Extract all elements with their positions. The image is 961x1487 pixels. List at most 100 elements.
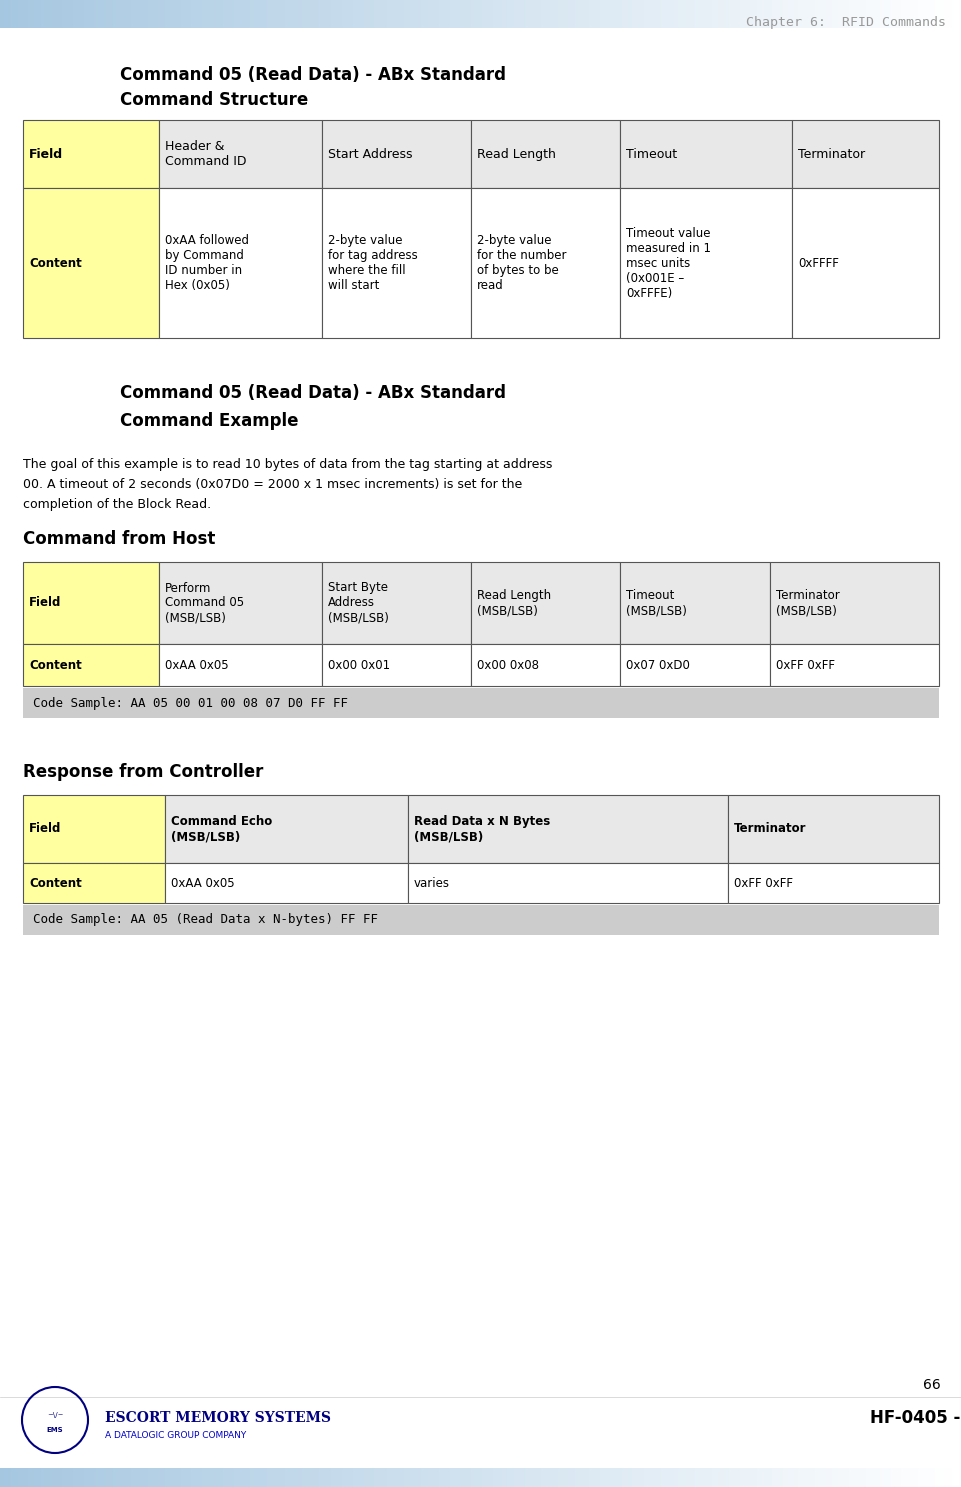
- Bar: [774, 0, 775, 28]
- Bar: [888, 0, 889, 28]
- Bar: [384, 0, 385, 28]
- Bar: [740, 0, 741, 28]
- Bar: [829, 0, 830, 28]
- Bar: [318, 1468, 319, 1487]
- Bar: [670, 0, 671, 28]
- Bar: [308, 1468, 309, 1487]
- Bar: [567, 0, 568, 28]
- Bar: [512, 0, 513, 28]
- Bar: [599, 1468, 600, 1487]
- Bar: [438, 0, 439, 28]
- Bar: [547, 0, 548, 28]
- Bar: [898, 0, 899, 28]
- Bar: [75, 0, 76, 28]
- Bar: [406, 0, 407, 28]
- Bar: [218, 0, 219, 28]
- Bar: [482, 0, 483, 28]
- Bar: [881, 0, 882, 28]
- Bar: [449, 1468, 450, 1487]
- Bar: [243, 1468, 244, 1487]
- Bar: [676, 0, 677, 28]
- Bar: [751, 1468, 752, 1487]
- Bar: [331, 1468, 332, 1487]
- Bar: [600, 1468, 601, 1487]
- Bar: [574, 1468, 575, 1487]
- Bar: [590, 0, 591, 28]
- Bar: [885, 0, 886, 28]
- Bar: [742, 1468, 743, 1487]
- Bar: [633, 0, 634, 28]
- Bar: [685, 1468, 686, 1487]
- Bar: [128, 1468, 129, 1487]
- Bar: [94, 1468, 95, 1487]
- Bar: [833, 1468, 834, 1487]
- Bar: [644, 0, 645, 28]
- Bar: [391, 0, 392, 28]
- Bar: [313, 1468, 314, 1487]
- Bar: [607, 0, 608, 28]
- Bar: [861, 1468, 862, 1487]
- Bar: [560, 1468, 561, 1487]
- Bar: [455, 1468, 456, 1487]
- Bar: [713, 0, 714, 28]
- Bar: [860, 1468, 861, 1487]
- Bar: [503, 1468, 504, 1487]
- Bar: [928, 0, 929, 28]
- Bar: [838, 1468, 839, 1487]
- Bar: [275, 0, 276, 28]
- Text: 0xAA 0x05: 0xAA 0x05: [164, 659, 228, 672]
- Bar: [679, 1468, 680, 1487]
- Bar: [879, 0, 880, 28]
- Bar: [359, 1468, 360, 1487]
- Bar: [361, 0, 362, 28]
- Bar: [424, 0, 425, 28]
- Bar: [171, 1468, 172, 1487]
- Bar: [709, 0, 710, 28]
- Bar: [312, 1468, 313, 1487]
- Bar: [665, 0, 666, 28]
- Bar: [85, 1468, 86, 1487]
- Bar: [730, 0, 731, 28]
- Bar: [959, 0, 960, 28]
- Bar: [453, 0, 454, 28]
- Text: Read Length
(MSB/LSB): Read Length (MSB/LSB): [477, 589, 551, 617]
- Bar: [878, 0, 879, 28]
- Bar: [194, 0, 195, 28]
- Bar: [436, 0, 437, 28]
- Bar: [723, 0, 724, 28]
- Bar: [315, 0, 316, 28]
- Bar: [545, 1468, 546, 1487]
- Bar: [571, 1468, 572, 1487]
- Bar: [518, 1468, 519, 1487]
- Bar: [196, 0, 197, 28]
- Bar: [322, 187, 471, 338]
- Bar: [208, 0, 209, 28]
- Bar: [828, 1468, 829, 1487]
- Bar: [564, 1468, 565, 1487]
- Bar: [905, 0, 906, 28]
- Bar: [594, 1468, 595, 1487]
- Bar: [659, 0, 660, 28]
- Bar: [478, 0, 479, 28]
- Bar: [445, 1468, 446, 1487]
- Bar: [931, 0, 932, 28]
- Bar: [112, 0, 113, 28]
- Bar: [175, 0, 176, 28]
- Bar: [661, 0, 662, 28]
- Bar: [503, 0, 504, 28]
- Bar: [336, 1468, 337, 1487]
- Bar: [830, 0, 831, 28]
- Bar: [265, 0, 266, 28]
- Bar: [667, 1468, 668, 1487]
- Bar: [394, 1468, 395, 1487]
- Bar: [733, 1468, 734, 1487]
- Bar: [181, 1468, 182, 1487]
- Bar: [699, 1468, 700, 1487]
- Bar: [595, 0, 596, 28]
- Bar: [141, 1468, 142, 1487]
- Bar: [427, 0, 428, 28]
- Bar: [152, 1468, 153, 1487]
- Bar: [793, 187, 939, 338]
- Bar: [422, 0, 423, 28]
- Bar: [192, 0, 193, 28]
